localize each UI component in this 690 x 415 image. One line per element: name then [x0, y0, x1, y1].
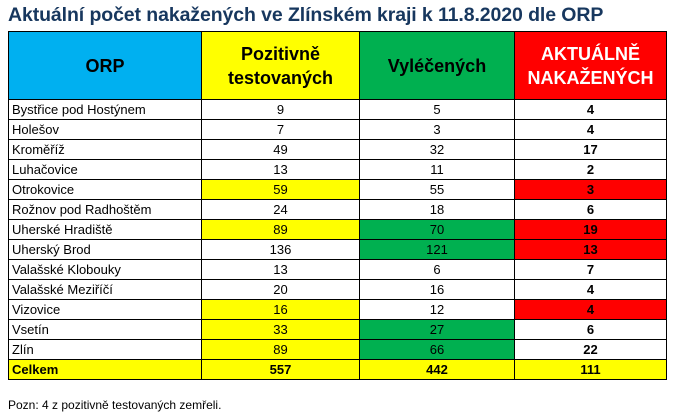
- cell-positive: 13: [201, 159, 360, 180]
- cell-name: Kroměříž: [8, 139, 202, 160]
- cell-active: 6: [514, 319, 667, 340]
- cell-positive: 89: [201, 339, 360, 360]
- cell-active: 13: [514, 239, 667, 260]
- table-row: Kroměříž 49 32 17: [8, 139, 667, 160]
- table-row: Vsetín 33 27 6: [8, 319, 667, 340]
- cell-positive: 13: [201, 259, 360, 280]
- footnote: Pozn: 4 z pozitivně testovaných zemřeli.: [8, 398, 222, 412]
- cell-positive: 24: [201, 199, 360, 220]
- orp-table: ORP Pozitivně testovaných Vyléčených AKT…: [8, 31, 667, 380]
- cell-name: Luhačovice: [8, 159, 202, 180]
- cell-recovered: 16: [359, 279, 515, 300]
- cell-positive: 136: [201, 239, 360, 260]
- cell-recovered: 12: [359, 299, 515, 320]
- cell-name: Valašské Meziříčí: [8, 279, 202, 300]
- cell-recovered: 18: [359, 199, 515, 220]
- cell-active: 22: [514, 339, 667, 360]
- cell-active: 6: [514, 199, 667, 220]
- cell-active: 19: [514, 219, 667, 240]
- cell-active: 2: [514, 159, 667, 180]
- header-active: AKTUÁLNĚ NAKAŽENÝCH: [514, 31, 667, 100]
- cell-positive: 49: [201, 139, 360, 160]
- cell-name: Vsetín: [8, 319, 202, 340]
- cell-recovered: 70: [359, 219, 515, 240]
- cell-recovered: 66: [359, 339, 515, 360]
- cell-name: Valašské Klobouky: [8, 259, 202, 280]
- total-label: Celkem: [8, 359, 202, 380]
- cell-active: 3: [514, 179, 667, 200]
- page-title: Aktuální počet nakažených ve Zlínském kr…: [8, 4, 604, 26]
- cell-active: 4: [514, 99, 667, 120]
- cell-name: Otrokovice: [8, 179, 202, 200]
- cell-recovered: 32: [359, 139, 515, 160]
- cell-recovered: 55: [359, 179, 515, 200]
- cell-name: Uherský Brod: [8, 239, 202, 260]
- table-row: Uherský Brod 136 121 13: [8, 239, 667, 260]
- cell-positive: 59: [201, 179, 360, 200]
- total-recovered: 442: [359, 359, 515, 380]
- table-header-row: ORP Pozitivně testovaných Vyléčených AKT…: [8, 31, 667, 100]
- table-row: Zlín 89 66 22: [8, 339, 667, 360]
- cell-name: Bystřice pod Hostýnem: [8, 99, 202, 120]
- cell-recovered: 121: [359, 239, 515, 260]
- table-row: Luhačovice 13 11 2: [8, 159, 667, 180]
- cell-recovered: 11: [359, 159, 515, 180]
- cell-recovered: 27: [359, 319, 515, 340]
- table-total-row: Celkem 557 442 111: [8, 359, 667, 380]
- table-row: Holešov 7 3 4: [8, 119, 667, 140]
- table-row: Valašské Meziříčí 20 16 4: [8, 279, 667, 300]
- cell-positive: 7: [201, 119, 360, 140]
- cell-active: 4: [514, 119, 667, 140]
- header-recovered: Vyléčených: [359, 31, 515, 100]
- cell-recovered: 6: [359, 259, 515, 280]
- cell-recovered: 3: [359, 119, 515, 140]
- total-positive: 557: [201, 359, 360, 380]
- header-orp: ORP: [8, 31, 202, 100]
- table-row: Uherské Hradiště 89 70 19: [8, 219, 667, 240]
- cell-positive: 33: [201, 319, 360, 340]
- cell-active: 7: [514, 259, 667, 280]
- cell-active: 4: [514, 279, 667, 300]
- table-row: Otrokovice 59 55 3: [8, 179, 667, 200]
- cell-name: Vizovice: [8, 299, 202, 320]
- cell-positive: 20: [201, 279, 360, 300]
- table-row: Vizovice 16 12 4: [8, 299, 667, 320]
- total-active: 111: [514, 359, 667, 380]
- cell-name: Rožnov pod Radhoštěm: [8, 199, 202, 220]
- table-row: Valašské Klobouky 13 6 7: [8, 259, 667, 280]
- cell-positive: 16: [201, 299, 360, 320]
- table-row: Rožnov pod Radhoštěm 24 18 6: [8, 199, 667, 220]
- cell-name: Holešov: [8, 119, 202, 140]
- cell-active: 17: [514, 139, 667, 160]
- table-row: Bystřice pod Hostýnem 9 5 4: [8, 99, 667, 120]
- cell-recovered: 5: [359, 99, 515, 120]
- cell-active: 4: [514, 299, 667, 320]
- cell-positive: 9: [201, 99, 360, 120]
- cell-name: Zlín: [8, 339, 202, 360]
- header-positive: Pozitivně testovaných: [201, 31, 360, 100]
- cell-positive: 89: [201, 219, 360, 240]
- cell-name: Uherské Hradiště: [8, 219, 202, 240]
